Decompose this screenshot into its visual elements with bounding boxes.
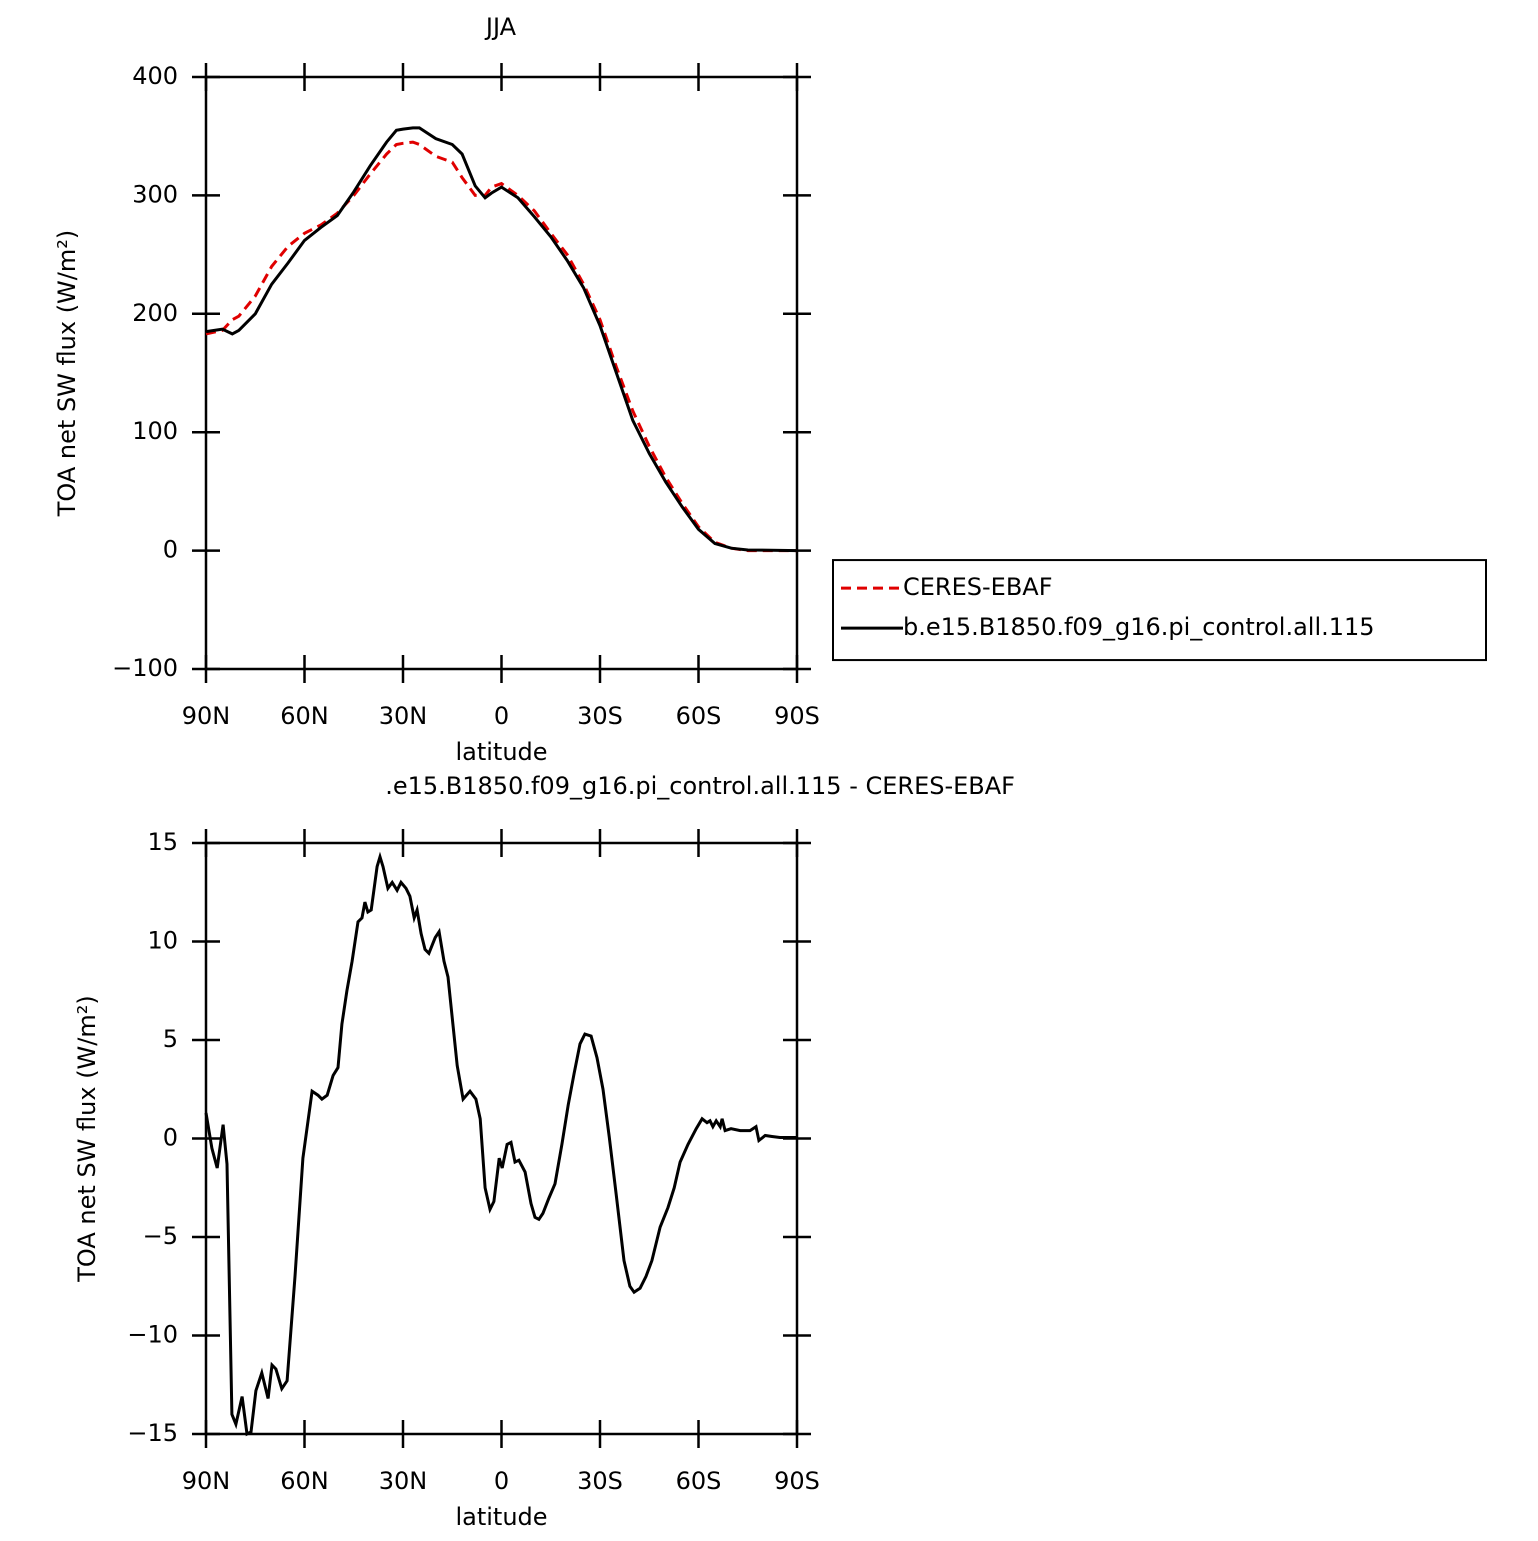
y-tick-label: 0 bbox=[163, 536, 178, 564]
data-line bbox=[205, 140, 797, 553]
legend-label: CERES-EBAF bbox=[903, 573, 1053, 601]
x-tick-label: 30S bbox=[577, 1467, 623, 1495]
y-tick-label: −100 bbox=[112, 654, 178, 682]
x-tick-label: 60N bbox=[280, 1467, 329, 1495]
legend: CERES-EBAF b.e15.B1850.f09_g16.pi_control… bbox=[832, 559, 1487, 662]
y-tick-label: 100 bbox=[132, 417, 178, 445]
panel: .e15.B1850.f09_g16.pi_control.all.115 - … bbox=[73, 772, 1015, 1531]
x-axis-label: latitude bbox=[455, 738, 547, 766]
x-tick-label: 90S bbox=[774, 702, 820, 730]
data-line bbox=[204, 851, 797, 1437]
x-axis-label: latitude bbox=[455, 1503, 547, 1531]
y-tick-label: 0 bbox=[163, 1124, 178, 1152]
x-tick-label: 60S bbox=[676, 702, 722, 730]
y-tick-label: −5 bbox=[143, 1222, 178, 1250]
legend-box bbox=[832, 559, 1487, 662]
x-tick-label: 90S bbox=[774, 1467, 820, 1495]
y-tick-label: 15 bbox=[147, 828, 178, 856]
plot-frame bbox=[204, 75, 799, 671]
y-tick-label: −15 bbox=[127, 1419, 178, 1447]
y-tick-label: 5 bbox=[163, 1025, 178, 1053]
x-tick-label: 30N bbox=[379, 702, 428, 730]
y-tick-label: 300 bbox=[132, 180, 178, 208]
x-tick-label: 90N bbox=[182, 702, 231, 730]
y-tick-label: 10 bbox=[147, 927, 178, 955]
plot-frame bbox=[204, 841, 799, 1436]
y-axis-label: TOA net SW flux (W/m²) bbox=[73, 995, 101, 1283]
panel: JJA latitude TOA net SW flux (W/m²) −100 0 10… bbox=[53, 13, 1487, 766]
legend-label: b.e15.B1850.f09_g16.pi_control.all.115 bbox=[903, 613, 1375, 641]
y-axis-label: TOA net SW flux (W/m²) bbox=[53, 230, 81, 518]
x-tick-label: 60N bbox=[280, 702, 329, 730]
x-tick-label: 30S bbox=[577, 702, 623, 730]
chart-title: JJA bbox=[484, 13, 517, 41]
y-tick-label: 200 bbox=[132, 299, 178, 327]
x-tick-label: 30N bbox=[379, 1467, 428, 1495]
x-tick-label: 0 bbox=[494, 702, 509, 730]
x-tick-label: 60S bbox=[676, 1467, 722, 1495]
y-tick-label: 400 bbox=[132, 62, 178, 90]
chart-title: .e15.B1850.f09_g16.pi_control.all.115 - … bbox=[385, 772, 1015, 800]
data-line bbox=[205, 126, 798, 553]
x-tick-label: 0 bbox=[494, 1467, 509, 1495]
x-tick-label: 90N bbox=[182, 1467, 231, 1495]
y-tick-label: −10 bbox=[127, 1321, 178, 1349]
